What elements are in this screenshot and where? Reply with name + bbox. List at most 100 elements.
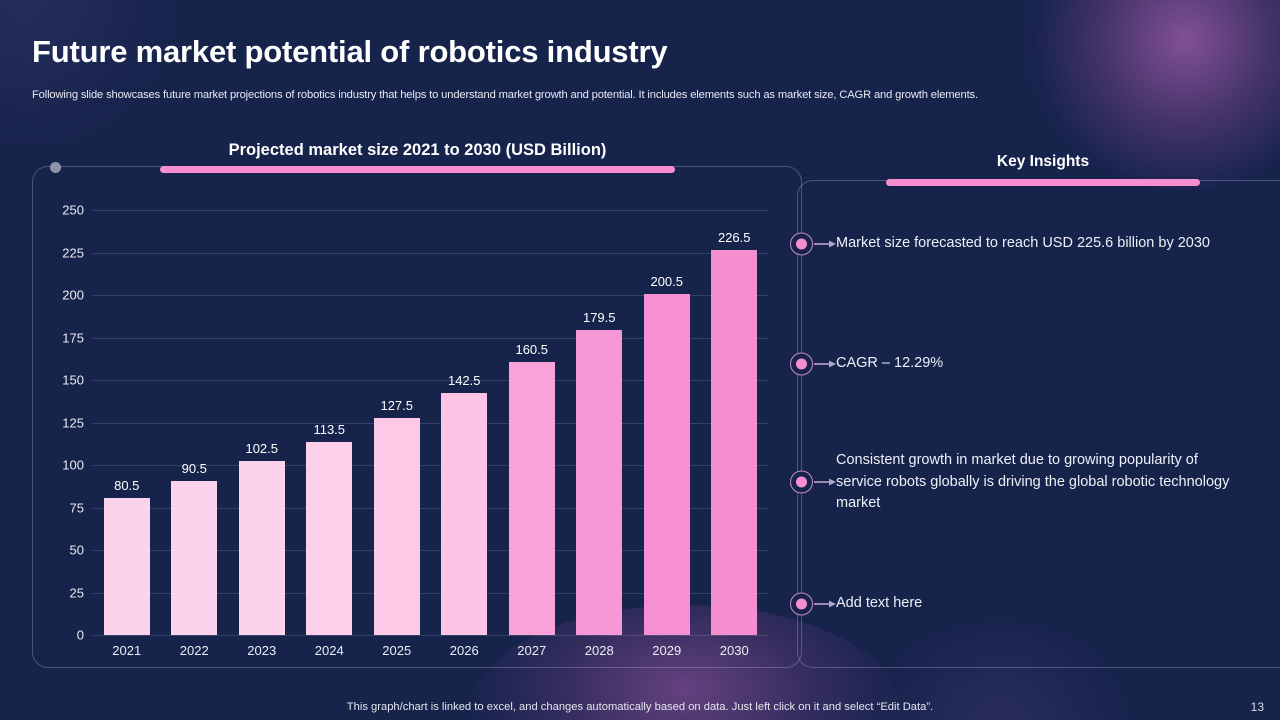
bar[interactable] — [103, 498, 150, 635]
gridline — [93, 635, 768, 636]
bar-slot[interactable]: 200.5 — [633, 210, 701, 635]
gridline — [93, 210, 768, 211]
bar-value-label: 127.5 — [380, 398, 414, 414]
bar-slot[interactable]: 142.5 — [431, 210, 499, 635]
insight-item[interactable]: Add text here — [790, 592, 1246, 616]
bar[interactable] — [576, 329, 623, 635]
bar-slot[interactable]: 179.5 — [566, 210, 634, 635]
background-glow-top-left — [0, 0, 190, 150]
gridline — [93, 507, 768, 509]
bullet-ring-icon — [790, 592, 813, 616]
bar[interactable] — [643, 294, 690, 635]
insight-text: Market size forecasted to reach USD 225.… — [836, 235, 1210, 252]
bullet-ring-icon — [790, 232, 813, 256]
y-axis-tick-label: 50 — [69, 542, 84, 558]
bar-slot[interactable]: 226.5 — [701, 210, 769, 635]
bullet-dot-icon — [796, 598, 807, 610]
y-axis-tick-label: 125 — [62, 415, 84, 430]
bar-value-label: 200.5 — [650, 274, 684, 290]
bar-value-label: 90.5 — [181, 461, 207, 477]
arrow-right-icon — [814, 600, 836, 608]
bar-slot[interactable]: 127.5 — [363, 210, 431, 635]
gridline — [93, 337, 768, 339]
gridline — [93, 252, 768, 254]
y-axis-tick-label: 175 — [62, 330, 84, 345]
x-axis-tick-label: 2030 — [719, 643, 749, 658]
bar-value-label: 80.5 — [114, 478, 140, 494]
page-title: Future market potential of robotics indu… — [32, 34, 668, 69]
x-axis-tick-label: 2027 — [517, 643, 547, 658]
bullet-dot-icon — [796, 238, 807, 250]
x-axis-tick-label: 2025 — [382, 643, 412, 658]
bullet-ring-icon — [790, 352, 813, 376]
gridline — [93, 592, 768, 594]
x-axis-tick-label: 2024 — [314, 643, 344, 658]
bar[interactable] — [306, 442, 353, 635]
arrow-right-icon — [814, 240, 836, 248]
panel-corner-dot-icon — [50, 162, 61, 173]
bar[interactable] — [711, 249, 758, 635]
bar-value-label: 113.5 — [313, 422, 346, 438]
chart-title: Projected market size 2021 to 2030 (USD … — [228, 141, 607, 159]
bar[interactable] — [171, 481, 218, 635]
insights-title-underline — [886, 179, 1200, 186]
insight-marker — [790, 232, 836, 256]
page-number: 13 — [1250, 700, 1264, 714]
bullet-ring-icon — [790, 470, 813, 494]
bar[interactable] — [373, 418, 420, 635]
y-axis-tick-label: 200 — [62, 287, 84, 303]
insight-text: Add text here — [836, 595, 923, 612]
insights-title: Key Insights — [996, 153, 1090, 170]
bar-chart-plot-area: 250 225 200 175 150 125 100 75 50 25 0 80.5 90.5 102… — [62, 203, 768, 643]
gridline — [93, 380, 768, 381]
x-axis-tick-label: 2022 — [179, 643, 209, 658]
insight-text: Consistent growth in market due to growi… — [836, 452, 1230, 511]
x-axis-tick-label: 2029 — [652, 643, 682, 658]
x-axis-tick-label: 2023 — [247, 643, 277, 658]
chart-title-underline — [160, 166, 675, 173]
bar[interactable] — [238, 460, 285, 635]
bar-slot[interactable]: 113.5 — [296, 210, 364, 635]
bar-slot[interactable]: 80.5 — [93, 210, 161, 635]
bar-value-label: 179.5 — [582, 309, 616, 325]
bar-value-label: 142.5 — [447, 372, 481, 388]
bar-value-label: 226.5 — [717, 229, 751, 245]
bar-value-label: 160.5 — [515, 342, 549, 358]
insight-text: CAGR – 12.29% — [836, 355, 944, 372]
chart-bars-group: 80.5 90.5 102.5 113.5 127.5 142.5 160.5 179.5 20… — [93, 210, 768, 635]
y-axis-tick-label: 75 — [69, 500, 84, 515]
footer-note: This graph/chart is linked to excel, and… — [346, 701, 934, 713]
y-axis-tick-label: 25 — [69, 585, 84, 600]
insight-item[interactable]: CAGR – 12.29% — [790, 352, 1246, 376]
gridline — [93, 550, 768, 551]
y-axis-tick-label: 250 — [62, 202, 84, 218]
bar-slot[interactable]: 90.5 — [161, 210, 229, 635]
arrow-right-icon — [814, 360, 836, 368]
insight-marker — [790, 592, 836, 616]
bar-slot[interactable]: 102.5 — [228, 210, 296, 635]
x-axis-tick-label: 2021 — [112, 643, 142, 658]
x-axis-tick-label: 2028 — [584, 643, 614, 658]
y-axis-tick-label: 100 — [62, 457, 84, 473]
bar-slot[interactable]: 160.5 — [498, 210, 566, 635]
y-axis-tick-label: 150 — [62, 372, 84, 388]
y-axis-tick-label: 0 — [76, 627, 84, 643]
gridline — [93, 295, 768, 296]
bullet-dot-icon — [796, 358, 807, 370]
bullet-dot-icon — [796, 476, 807, 488]
chart-x-axis-labels: 2021 2022 2023 2024 2025 2026 2027 2028 2029 2030 — [93, 643, 768, 658]
insight-marker — [790, 352, 836, 376]
y-axis-tick-label: 225 — [62, 245, 84, 260]
bar[interactable] — [508, 362, 555, 635]
page-subtitle: Following slide showcases future market … — [32, 89, 978, 101]
x-axis-tick-label: 2026 — [449, 643, 479, 658]
bar-value-label: 102.5 — [245, 440, 279, 456]
insight-item[interactable]: Consistent growth in market due to growi… — [790, 450, 1246, 515]
insight-marker — [790, 470, 836, 494]
gridline — [93, 465, 768, 466]
bar[interactable] — [441, 392, 488, 635]
arrow-right-icon — [814, 478, 836, 486]
insight-item[interactable]: Market size forecasted to reach USD 225.… — [790, 232, 1246, 256]
gridline — [93, 422, 768, 424]
